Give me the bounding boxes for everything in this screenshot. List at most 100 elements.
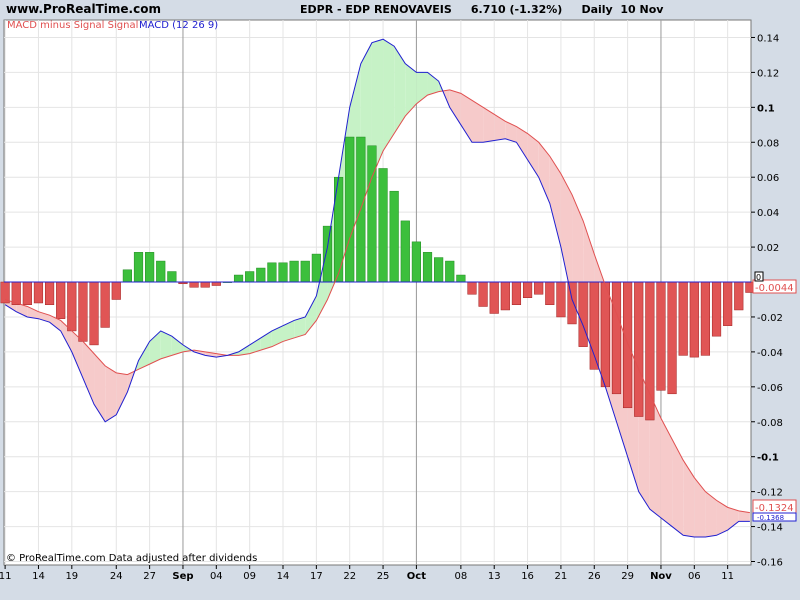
x-tick-label: 25 bbox=[377, 571, 390, 582]
histogram-bar bbox=[44, 281, 55, 305]
zero-tag bbox=[754, 271, 764, 282]
histogram-bar bbox=[56, 281, 66, 319]
histogram-bar bbox=[300, 260, 310, 283]
fill-segment bbox=[649, 393, 661, 518]
histogram-bar bbox=[111, 281, 121, 300]
fill-segment bbox=[138, 341, 150, 370]
histogram-bar bbox=[200, 281, 210, 288]
last-value-tags: -0.0044 -0.1324 -0.1368 0 bbox=[752, 271, 797, 522]
histogram-bar bbox=[22, 281, 32, 305]
histogram-bar bbox=[33, 281, 44, 304]
fill-segment bbox=[16, 302, 28, 317]
fill-segment bbox=[683, 460, 695, 538]
fill-segment bbox=[660, 418, 673, 527]
histogram-bar bbox=[122, 269, 132, 283]
site-link[interactable]: www.ProRealTime.com bbox=[6, 2, 161, 16]
histogram-bar bbox=[734, 281, 744, 311]
fill-segment bbox=[449, 89, 461, 125]
histogram-bar bbox=[278, 262, 288, 283]
fill-segment bbox=[371, 39, 384, 178]
y-tick-label: -0.12 bbox=[757, 488, 783, 499]
histogram-bar bbox=[545, 281, 555, 305]
histogram-bar bbox=[667, 281, 677, 395]
y-tick-label: -0.02 bbox=[757, 313, 783, 324]
fill-segment bbox=[383, 39, 395, 152]
histogram-bar bbox=[489, 281, 499, 314]
x-tick-label: 08 bbox=[455, 571, 468, 582]
y-tick-label: -0.1 bbox=[757, 453, 779, 464]
fill-segment bbox=[94, 353, 106, 422]
histogram-bar bbox=[534, 281, 544, 295]
fill-segment bbox=[160, 330, 172, 359]
x-tick-label: 04 bbox=[210, 571, 223, 582]
histogram-value-tag bbox=[752, 279, 797, 294]
histogram-bar bbox=[78, 281, 88, 342]
footer-note: © ProRealTime.com Data adjusted after di… bbox=[6, 553, 257, 564]
macd-value-label: -0.1368 bbox=[757, 514, 784, 522]
histogram-bar bbox=[556, 281, 566, 318]
fill-segment bbox=[705, 491, 717, 538]
histogram-bar bbox=[467, 281, 477, 295]
x-tick-label: 14 bbox=[32, 571, 45, 582]
x-tick-label: 11 bbox=[721, 571, 734, 582]
histogram-bar bbox=[500, 281, 510, 311]
histogram-bar bbox=[378, 168, 388, 283]
histogram-bar bbox=[711, 281, 722, 337]
histogram-bar bbox=[233, 274, 244, 283]
histogram-bar bbox=[445, 260, 455, 283]
macd-line bbox=[4, 38, 750, 538]
signal-value-label: -0.1324 bbox=[755, 503, 794, 514]
x-tick-label: 09 bbox=[243, 571, 256, 582]
fill-segment bbox=[516, 126, 528, 160]
x-tick-label: 17 bbox=[310, 571, 323, 582]
x-tick-label: Sep bbox=[172, 571, 193, 582]
y-tick-label: -0.14 bbox=[757, 523, 783, 534]
histogram-bar bbox=[156, 260, 166, 283]
histogram-bar bbox=[367, 145, 377, 283]
histogram-bar bbox=[133, 252, 144, 283]
fill-segment bbox=[694, 477, 706, 538]
x-tick-label: 22 bbox=[343, 571, 356, 582]
histogram-bar bbox=[256, 267, 266, 283]
histogram-bar bbox=[700, 281, 711, 356]
fill-segment bbox=[82, 341, 95, 405]
histogram-bar bbox=[600, 281, 610, 388]
x-tick-label: 11 bbox=[0, 571, 11, 582]
x-tick-label: 21 bbox=[555, 571, 568, 582]
histogram-bar bbox=[611, 281, 622, 395]
x-tick-label: Oct bbox=[407, 571, 426, 582]
histogram-bar bbox=[334, 176, 344, 283]
fill-segment bbox=[105, 365, 117, 422]
histogram-bar bbox=[167, 271, 177, 283]
histogram-bar bbox=[145, 252, 155, 283]
y-tick-label: 0.14 bbox=[757, 33, 779, 44]
y-tick-label: -0.16 bbox=[757, 558, 783, 569]
histogram-bar bbox=[345, 136, 355, 283]
y-tick-label: 0.04 bbox=[757, 208, 779, 219]
histogram-bar bbox=[267, 262, 277, 283]
fill-segment bbox=[427, 72, 439, 96]
y-tick-label: 0.02 bbox=[757, 243, 779, 254]
x-tick-label: 13 bbox=[488, 571, 501, 582]
fill-segment bbox=[716, 500, 728, 536]
y-tick-label: 0.12 bbox=[757, 68, 779, 79]
x-tick-label: 29 bbox=[621, 571, 634, 582]
fill-segment bbox=[494, 114, 506, 141]
histogram-bar bbox=[623, 281, 633, 409]
fill-segment bbox=[394, 46, 406, 134]
x-tick-label: 19 bbox=[65, 571, 78, 582]
histogram-bar bbox=[189, 281, 199, 288]
histogram-bar bbox=[567, 281, 577, 325]
histogram-bar bbox=[656, 281, 666, 391]
x-tick-label: 27 bbox=[143, 571, 156, 582]
histogram-bar bbox=[511, 281, 522, 305]
x-tick-label: 16 bbox=[521, 571, 534, 582]
fill-segment bbox=[405, 63, 417, 117]
x-tick-label: 14 bbox=[277, 571, 290, 582]
fill-segment bbox=[294, 316, 306, 338]
histogram-bar bbox=[67, 281, 77, 332]
legend-macd: MACD (12 26 9) bbox=[139, 20, 218, 31]
fill-segment bbox=[505, 121, 517, 143]
histogram-bar bbox=[89, 281, 99, 346]
histogram-bar bbox=[678, 281, 688, 356]
